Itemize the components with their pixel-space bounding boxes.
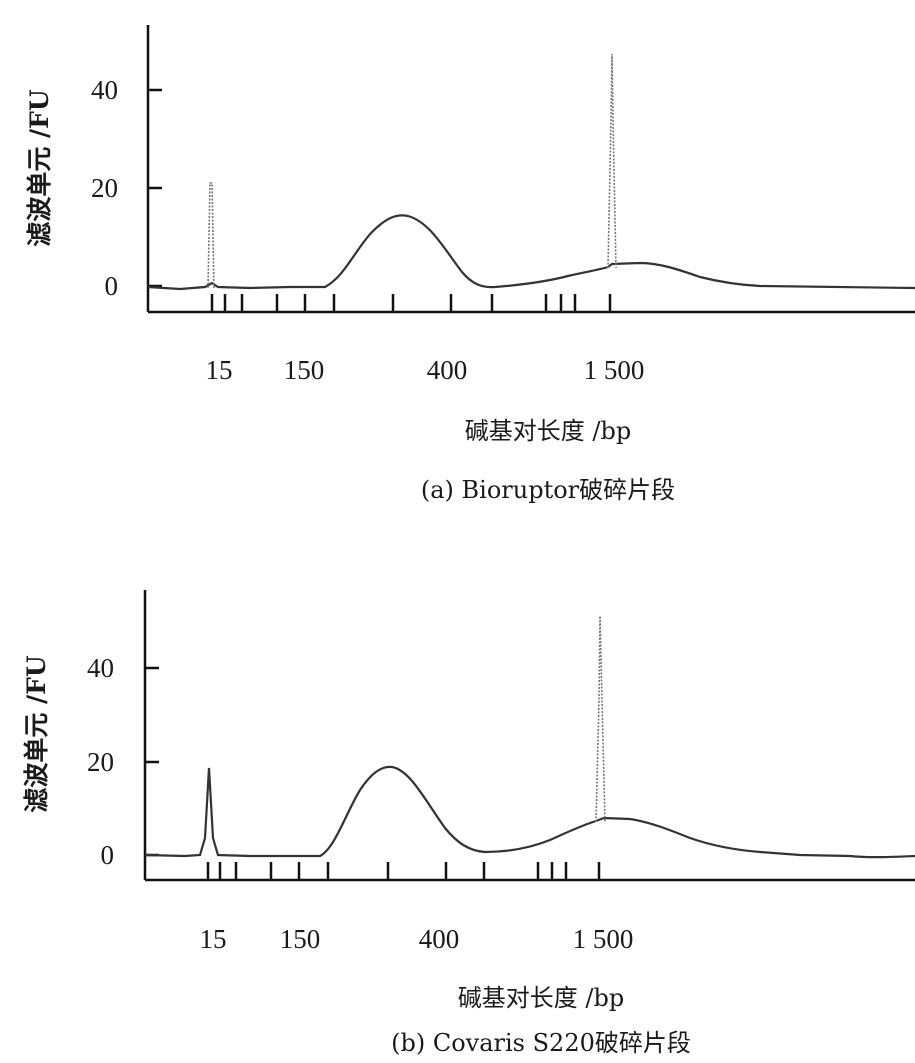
x-tick-label-a-1500: 1 500 — [584, 355, 645, 385]
x-tick-label-b-1500: 1 500 — [573, 924, 634, 954]
y-axis-label-b: 滤波单元 /FU — [22, 655, 51, 813]
y-tick-label-b-20: 20 — [87, 747, 114, 777]
x-tick-label-a-15: 15 — [206, 355, 233, 385]
x-tick-label-b-400: 400 — [419, 924, 460, 954]
x-ticks-a — [210, 294, 612, 312]
chart-panel-b: 40 20 0 15 150 400 1 500 滤波单元 /FU 碱基对长度 … — [22, 590, 915, 1057]
y-tick-label-b-0: 0 — [101, 840, 115, 870]
y-tick-label-a-20: 20 — [91, 173, 118, 203]
y-tick-label-a-40: 40 — [91, 75, 118, 105]
x-axis-label-b: 碱基对长度 /bp — [458, 984, 624, 1012]
marker-peak-a-1500 — [607, 53, 617, 269]
x-ticks-b — [206, 862, 601, 880]
signal-curve-b — [144, 765, 915, 859]
x-tick-label-b-150: 150 — [280, 924, 321, 954]
x-tick-label-a-150: 150 — [284, 355, 325, 385]
marker-peak-b-1500 — [595, 615, 606, 823]
y-tick-label-a-0: 0 — [105, 271, 119, 301]
y-axis-label-a: 滤波单元 /FU — [25, 89, 54, 247]
caption-b: (b) Covaris S220破碎片段 — [391, 1029, 691, 1057]
x-axis-label-a: 碱基对长度 /bp — [465, 417, 631, 445]
signal-curve-a — [147, 214, 915, 291]
marker-peak-a-15 — [207, 182, 215, 289]
x-tick-label-a-400: 400 — [427, 355, 468, 385]
caption-a: (a) Bioruptor破碎片段 — [421, 476, 675, 504]
x-tick-label-b-15: 15 — [200, 924, 227, 954]
y-tick-label-b-40: 40 — [87, 653, 114, 683]
chart-panel-a: 40 20 0 15 150 400 1 500 滤波单元 /FU 碱基对长度 … — [25, 25, 915, 504]
